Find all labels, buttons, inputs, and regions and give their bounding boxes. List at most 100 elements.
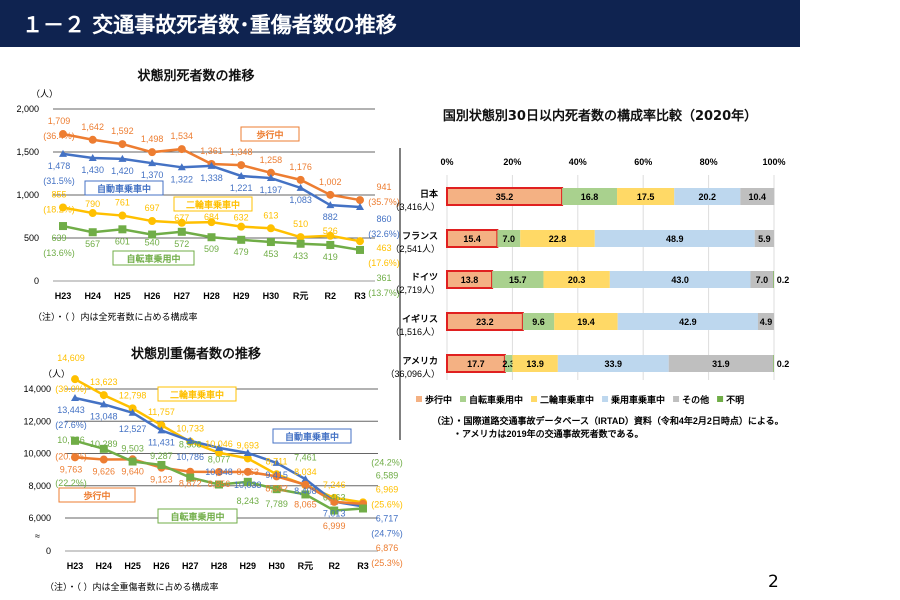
data-point [71,453,79,462]
data-point [326,231,335,240]
data-label: 7,461 [294,452,317,462]
data-label: 42.9 [679,317,697,327]
x-tick-label: H30 [263,291,280,301]
legend-swatch [460,396,467,402]
data-point [177,145,186,154]
data-label: 526 [323,226,338,236]
data-point [266,168,275,177]
data-point [237,222,246,231]
data-point [177,227,186,236]
data-label: 1,176 [289,162,312,172]
x-tick-label: R元 [298,561,314,571]
data-point [359,504,367,513]
data-label: 17.5 [637,192,655,202]
data-label: 1,478 [48,161,71,171]
data-label: 433 [293,251,308,261]
data-label: 13.9 [526,359,544,369]
percent-label: (32.6%) [368,229,400,239]
percent-label: (22.2%) [55,478,87,488]
data-label: 13,443 [57,405,85,415]
x-tick-label: H25 [114,291,131,301]
percent-label: (18.2%) [43,204,75,214]
bar-segment [668,355,774,372]
x-tick-label: 40% [569,157,587,167]
category-total: （2,541人） [390,244,440,254]
bar-segment [497,230,521,247]
data-point [296,183,305,191]
bar-segment [757,313,774,330]
data-label: 10,033 [234,480,262,490]
data-label: 10,046 [205,439,233,449]
data-label: 8,408 [294,486,317,496]
data-point [148,217,157,226]
data-point [157,426,166,434]
data-label: 1,430 [81,165,104,175]
data-label: 1,642 [81,122,104,132]
data-point [118,154,127,162]
series-name-box [58,487,136,503]
data-label: 6,876 [376,543,399,553]
data-label: 8,582 [265,483,288,493]
data-point [59,149,67,157]
category-label: イギリス [402,313,438,324]
data-label: 855 [51,189,66,199]
category-label: アメリカ [402,356,438,366]
data-label: 8,856 [208,479,231,489]
series-name-label: 歩行中 [256,129,283,140]
data-label: 567 [85,239,100,249]
category-label: フランス [402,231,438,241]
data-label: 7,789 [265,499,288,509]
data-point [177,218,186,227]
x-tick-label: 80% [700,157,718,167]
x-tick-label: H23 [55,291,72,301]
legend-swatch [416,396,422,402]
data-label: 9,287 [150,451,173,461]
data-label: 23.2 [476,317,494,327]
data-label: 10,289 [90,439,118,449]
data-point [118,140,127,149]
data-label: 12,527 [119,424,147,434]
data-point [118,225,127,234]
data-label: 1,361 [200,146,223,156]
data-label: 882 [323,212,338,222]
data-label: 13,048 [90,411,118,421]
data-label: 1,221 [230,183,253,193]
series-name-label: 自転車乗用中 [126,253,180,264]
percent-label: (25.6%) [371,499,403,509]
category-total: （2,719人） [390,285,440,295]
data-point [330,497,339,506]
bar-segment [554,313,618,330]
series-name-label: 二輪車乗車中 [170,389,224,400]
series-name-label: 二輪車乗車中 [186,199,240,210]
legend-label: 乗用車乗車中 [611,394,665,405]
data-label: 5.9 [758,234,771,244]
data-label: 13,623 [90,377,118,387]
legend-label: その他 [682,394,709,405]
bar-segment [674,188,741,205]
data-point [326,201,335,209]
category-total: （3,416人） [390,202,440,212]
chart-title: 状態別死者数の推移 [137,68,254,84]
data-label: 2.3 [502,359,515,369]
data-point [272,485,281,494]
y-tick-label: 0 [46,546,51,556]
data-label: 12,798 [119,390,147,400]
data-point [177,163,186,171]
data-point [118,211,127,220]
data-label: 361 [376,273,391,283]
data-point [207,161,216,169]
percent-label: (20.1%) [55,451,87,461]
legend-label: 歩行中 [425,394,452,405]
data-label: 11,431 [148,437,175,447]
percent-label: (27.6%) [55,420,87,430]
data-label: 10,786 [57,435,85,445]
y-tick-label: 12,000 [23,416,51,426]
legend-label: 自転車乗用中 [469,394,523,405]
data-label: 10,348 [205,467,233,477]
data-label: 9,626 [93,467,116,477]
legend-swatch [717,396,724,402]
data-label: 31.9 [712,359,730,369]
data-point [128,404,137,413]
data-point [330,506,339,515]
data-label: 509 [204,244,219,254]
